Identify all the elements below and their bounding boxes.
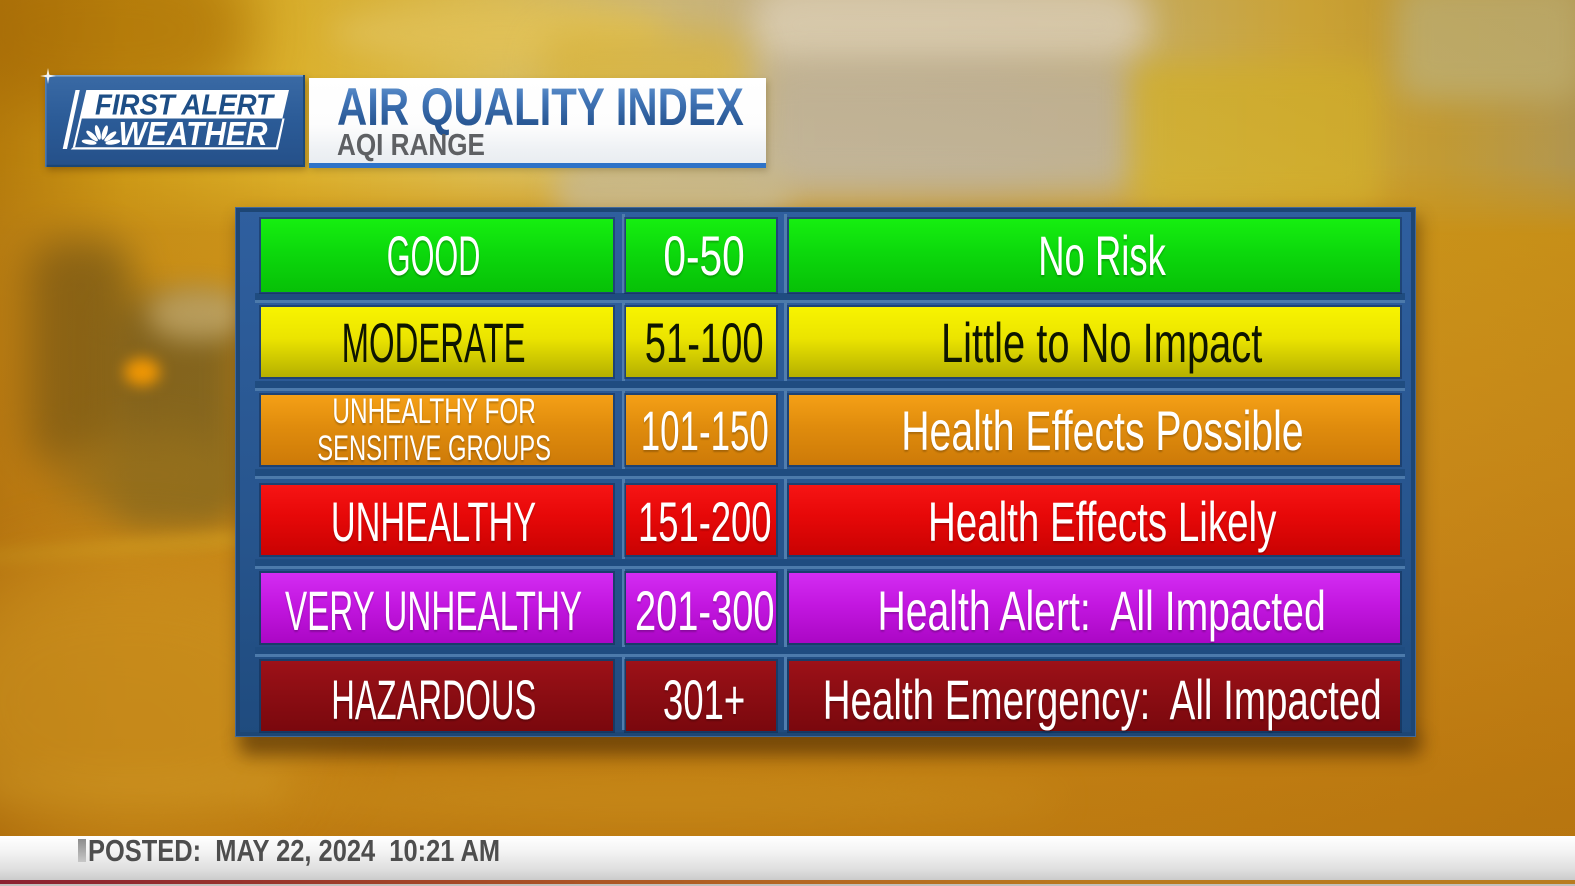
- svg-text:WEATHER: WEATHER: [119, 116, 268, 153]
- svg-text:FIRST ALERT: FIRST ALERT: [95, 90, 275, 122]
